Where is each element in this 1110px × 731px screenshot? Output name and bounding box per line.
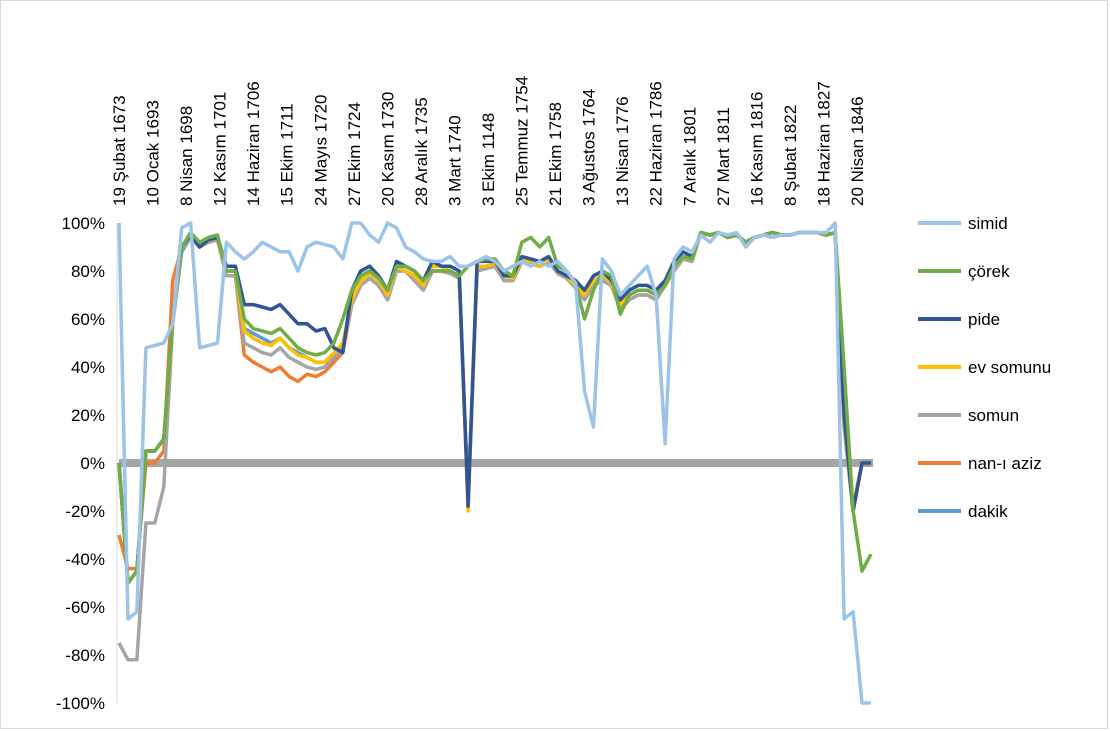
y-tick-label: -80%: [65, 646, 105, 665]
series-line-nan-ı-aziz: [117, 230, 871, 571]
y-tick-label: -60%: [65, 598, 105, 617]
y-tick-label: -40%: [65, 550, 105, 569]
x-tick-label: 24 Mayıs 1720: [311, 94, 330, 206]
zero-baseline: [119, 459, 873, 467]
x-tick-label: 18 Haziran 1827: [814, 81, 833, 206]
legend-label: simid: [968, 214, 1008, 233]
series-line-çörek: [117, 230, 873, 585]
x-tick-label: 25 Temmuz 1754: [513, 76, 532, 206]
zero-line: [119, 459, 873, 467]
y-tick-label: 100%: [62, 214, 105, 233]
series-line-pide: [117, 230, 871, 585]
series-line-ev-somunu: [117, 230, 871, 585]
y-tick-label: 0%: [80, 454, 105, 473]
y-axis-labels: 100% 80% 60% 40% 20% 0% -20% -40% -60% -80% -100%: [56, 214, 105, 713]
legend: simid çörek pide ev somunu somun nan-ı aziz da…: [918, 214, 1051, 521]
x-tick-label: 12 Kasım 1701: [211, 92, 230, 206]
x-tick-label: 7 Aralık 1801: [680, 107, 699, 206]
x-tick-label: 3 Mart 1740: [445, 115, 464, 206]
x-tick-label: 8 Nisan 1698: [177, 106, 196, 206]
x-tick-label: 22 Haziran 1786: [647, 81, 666, 206]
y-tick-label: -20%: [65, 502, 105, 521]
x-tick-label: 20 Kasım 1730: [378, 92, 397, 206]
x-axis-labels: 19 Şubat 1673 10 Ocak 1693 8 Nisan 1698 12 …: [110, 76, 867, 206]
y-tick-label: 80%: [71, 262, 105, 281]
x-tick-label: 3 Ağustos 1764: [580, 89, 599, 206]
y-tick-label: 60%: [71, 310, 105, 329]
y-tick-label: -100%: [56, 694, 105, 713]
x-tick-label: 3 Ekim 1148: [479, 113, 498, 206]
x-tick-label: 16 Kasım 1816: [747, 92, 766, 206]
x-tick-label: 27 Mart 1811: [714, 107, 733, 206]
series-line-dakik: [117, 230, 871, 585]
x-tick-label: 15 Ekim 1711: [278, 103, 297, 206]
legend-label: ev somunu: [968, 358, 1051, 377]
x-tick-label: 21 Ekim 1758: [546, 102, 565, 206]
series-line-simid: [117, 221, 871, 705]
x-tick-label: 27 Ekim 1724: [345, 102, 364, 206]
legend-label: çörek: [968, 262, 1010, 281]
legend-label: somun: [968, 406, 1019, 425]
x-tick-label: 14 Haziran 1706: [244, 81, 263, 206]
x-tick-label: 8 Şubat 1822: [781, 105, 800, 206]
x-tick-label: 10 Ocak 1693: [144, 100, 163, 206]
legend-label: dakik: [968, 502, 1008, 521]
x-tick-label: 19 Şubat 1673: [110, 95, 129, 206]
x-tick-label: 28 Aralık 1735: [412, 97, 431, 206]
y-tick-label: 20%: [71, 406, 105, 425]
series-lines: [117, 221, 873, 705]
series-line-somun: [117, 230, 871, 662]
legend-label: pide: [968, 310, 1000, 329]
y-tick-label: 40%: [71, 358, 105, 377]
legend-label: nan-ı aziz: [968, 454, 1042, 473]
x-tick-label: 20 Nisan 1846: [848, 96, 867, 206]
x-tick-label: 13 Nisan 1776: [613, 96, 632, 206]
